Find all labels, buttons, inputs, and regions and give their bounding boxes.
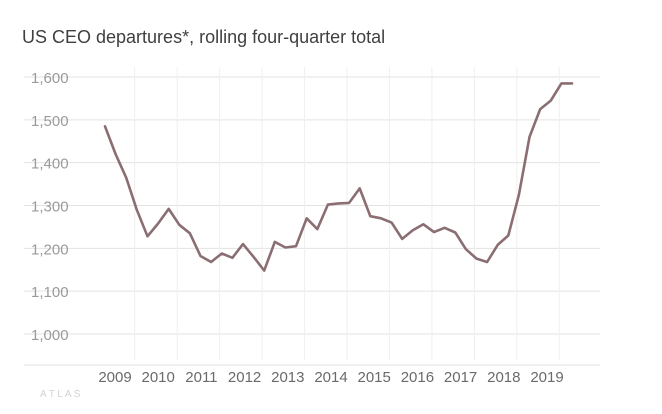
series-line [103, 82, 574, 272]
x-tick-label: 2014 [314, 369, 347, 386]
x-tick-label: 2010 [142, 369, 175, 386]
x-tick-label: 2015 [358, 369, 391, 386]
x-tick-label: 2016 [401, 369, 434, 386]
gridlines [24, 67, 600, 366]
chart-title: US CEO departures*, rolling four-quarter… [22, 27, 386, 47]
y-axis-ticks: 1,000 1,100 1,200 1,300 1,400 1,500 1,600 [31, 70, 69, 344]
x-tick-label: 2018 [487, 369, 520, 386]
x-tick-label: 2011 [185, 369, 217, 386]
y-tick-label: 1,400 [31, 156, 69, 173]
y-tick-label: 1,100 [31, 284, 69, 301]
x-axis-ticks: 2009 2010 2011 2012 2013 2014 2015 2016 2017 2018… [98, 369, 563, 386]
y-tick-label: 1,300 [31, 199, 69, 216]
x-tick-label: 2009 [98, 369, 131, 386]
y-tick-label: 1,200 [31, 241, 69, 258]
x-tick-label: 2013 [271, 369, 304, 386]
y-tick-label: 1,600 [31, 70, 69, 87]
x-tick-label: 2019 [530, 369, 563, 386]
x-tick-label: 2017 [444, 369, 477, 386]
series-layer [103, 82, 574, 272]
y-tick-label: 1,000 [31, 327, 69, 344]
y-tick-label: 1,500 [31, 113, 69, 130]
x-tick-label: 2012 [228, 369, 261, 386]
footnote: A T L A S [40, 389, 81, 400]
